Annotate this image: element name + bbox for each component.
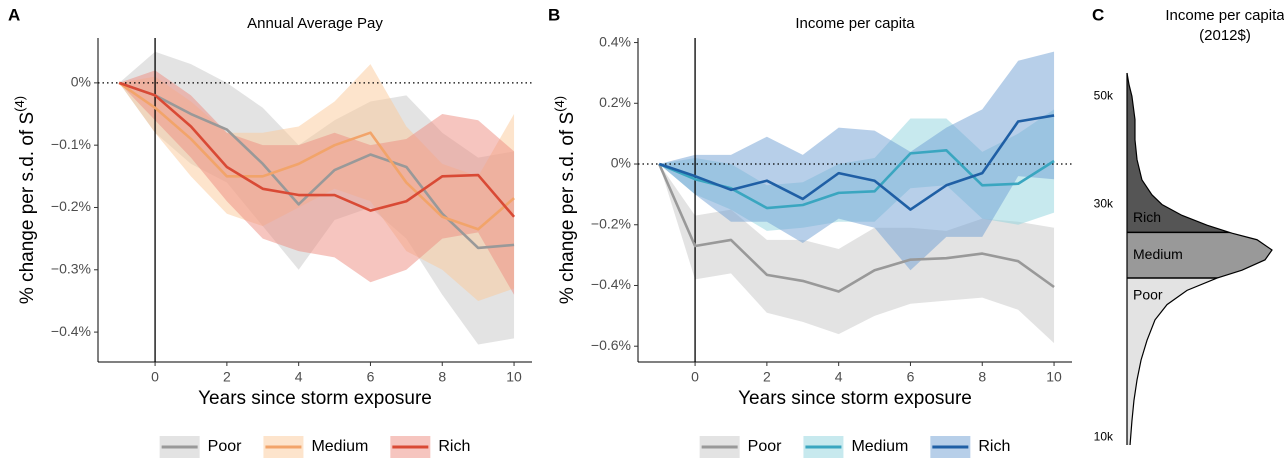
chart-title: Annual Average Pay	[247, 15, 383, 32]
legend-label: Poor	[208, 438, 242, 455]
y-axis-title-superscript: (4)	[12, 96, 27, 112]
density-area	[1127, 278, 1218, 445]
group-label: Poor	[1133, 287, 1163, 303]
series-line	[118, 81, 516, 218]
panel-label: A	[8, 5, 20, 24]
y-tick-label: 0%	[71, 74, 91, 90]
chart-title: (2012$)	[1199, 27, 1251, 44]
density-area	[1127, 73, 1230, 233]
density-area	[1127, 232, 1272, 279]
x-tick-label: 8	[438, 369, 446, 385]
x-tick-label: 10	[1046, 369, 1062, 385]
confidence-band	[659, 164, 1055, 344]
x-tick-label: 2	[763, 369, 771, 385]
legend-label: Medium	[851, 438, 908, 455]
x-tick-label: 4	[295, 369, 303, 385]
x-tick-label: 10	[506, 369, 522, 385]
y-tick-label: −0.4%	[51, 323, 91, 339]
series-line	[658, 114, 1055, 211]
y-tick-label: 30k	[1094, 197, 1114, 211]
legend-label: Rich	[978, 438, 1010, 455]
density-curve	[1126, 72, 1273, 446]
x-tick-label: 6	[907, 369, 915, 385]
legend: Poor Medium Rich	[159, 436, 470, 458]
series-line	[118, 81, 515, 231]
x-tick-label: 2	[223, 369, 231, 385]
y-tick-label: 50k	[1094, 88, 1114, 102]
legend: Poor Medium Rich	[699, 436, 1010, 458]
chart-title: Income per capita	[1165, 7, 1284, 24]
x-tick-label: 6	[367, 369, 375, 385]
legend-label: Medium	[311, 438, 368, 455]
x-tick-label: 0	[151, 369, 159, 385]
y-tick-label: −0.4%	[591, 276, 631, 292]
series-line	[657, 163, 1055, 293]
y-tick-label: −0.2%	[591, 215, 631, 231]
x-axis-title: Years since storm exposure	[738, 388, 972, 409]
x-tick-label: 8	[978, 369, 986, 385]
legend-label: Poor	[748, 438, 782, 455]
panel-label: B	[548, 5, 560, 24]
y-tick-label: 0.4%	[599, 33, 631, 49]
y-tick-label: −0.3%	[51, 260, 91, 276]
y-tick-label: −0.1%	[51, 136, 91, 152]
y-axis-title: % change per s.d. of S(4)	[552, 96, 578, 304]
chart-title: Income per capita	[795, 15, 915, 32]
y-axis-title-superscript: (4)	[552, 96, 567, 112]
group-label: Medium	[1133, 246, 1183, 262]
confidence-band	[659, 51, 1055, 271]
panel-label: C	[1092, 5, 1104, 24]
y-axis-title-text: % change per s.d. of S	[17, 112, 38, 304]
y-tick-label: 10k	[1094, 429, 1114, 443]
legend-label: Rich	[438, 438, 470, 455]
x-axis-title: Years since storm exposure	[198, 388, 432, 409]
y-tick-label: 0.2%	[599, 94, 631, 110]
y-axis-title: % change per s.d. of S(4)	[12, 96, 38, 304]
y-tick-label: −0.2%	[51, 198, 91, 214]
y-tick-label: 0%	[611, 155, 631, 171]
y-tick-label: −0.6%	[591, 337, 631, 353]
x-tick-label: 4	[835, 369, 843, 385]
x-tick-label: 0	[691, 369, 699, 385]
group-label: Rich	[1133, 209, 1161, 225]
y-axis-title-text: % change per s.d. of S	[557, 112, 578, 304]
